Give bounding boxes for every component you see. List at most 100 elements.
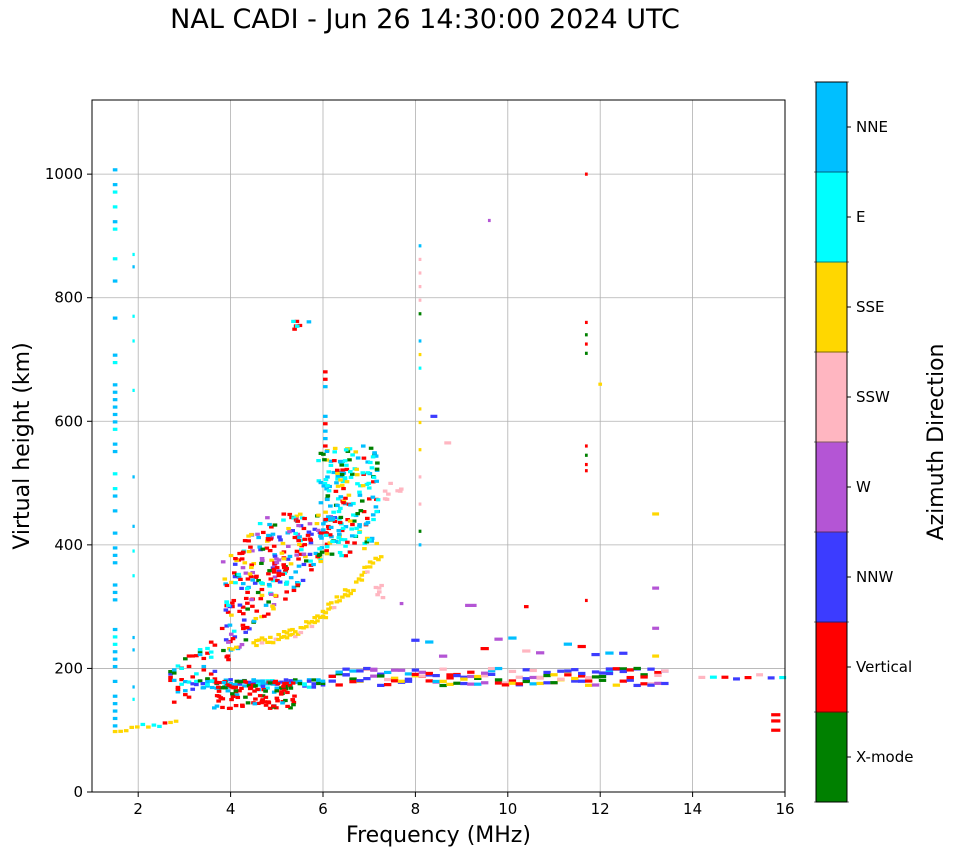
echo-pixel	[350, 453, 355, 457]
echo-pixel	[259, 561, 264, 565]
echo-pixel	[474, 676, 482, 680]
echo-pixel	[312, 616, 317, 620]
echo-pixel	[112, 227, 118, 231]
echo-pixel	[186, 695, 192, 699]
echo-pixel	[352, 541, 357, 545]
echo-pixel	[339, 528, 345, 533]
echo-pixel	[233, 581, 238, 585]
echo-pixel	[270, 641, 276, 645]
echo-pixel	[290, 632, 295, 637]
echo-pixel	[291, 319, 296, 323]
echo-pixel	[228, 553, 234, 558]
echo-pixel	[132, 265, 135, 269]
echo-pixel	[294, 324, 300, 328]
echo-pixel	[370, 495, 376, 499]
echo-pixel	[194, 682, 199, 687]
echo-pixel	[292, 678, 298, 682]
echo-pixel	[375, 461, 380, 465]
echo-pixel	[229, 697, 234, 702]
echo-pixel	[494, 637, 503, 641]
echo-pixel	[325, 497, 330, 502]
echo-pixel	[305, 533, 311, 537]
echo-pixel	[316, 479, 322, 483]
echo-pixel	[327, 541, 333, 545]
echo-pixel	[279, 635, 284, 639]
echo-pixel	[377, 674, 385, 678]
echo-pixel	[247, 686, 253, 691]
echo-pixel	[647, 683, 655, 687]
echo-pixel	[132, 388, 135, 392]
echo-pixel	[112, 709, 118, 713]
echo-pixel	[338, 478, 343, 482]
echo-pixel	[255, 687, 260, 692]
echo-pixel	[355, 456, 361, 460]
echo-pixel	[771, 713, 781, 717]
echo-pixel	[351, 513, 356, 517]
echo-pixel	[260, 681, 266, 685]
echo-pixel	[179, 682, 184, 686]
echo-pixel	[233, 556, 238, 561]
echo-pixel	[355, 482, 360, 486]
echo-pixel	[168, 672, 173, 676]
echo-pixel	[371, 480, 376, 484]
echo-pixel	[286, 544, 291, 548]
echo-pixel	[283, 684, 289, 688]
echo-pixel	[598, 678, 607, 682]
echo-pixel	[112, 531, 118, 535]
echo-pixel	[287, 512, 293, 517]
echo-pixel	[328, 525, 334, 529]
echo-pixel	[276, 558, 282, 562]
echo-pixel	[278, 692, 284, 696]
echo-pixel	[282, 681, 287, 686]
echo-pixel	[343, 554, 349, 558]
echo-pixel	[246, 680, 252, 684]
echo-pixel	[323, 517, 329, 522]
echo-pixel	[348, 503, 353, 507]
echo-pixel	[246, 549, 252, 554]
echo-pixel	[197, 679, 203, 683]
echo-pixel	[291, 516, 296, 520]
echo-pixel	[550, 673, 558, 677]
echo-pixel	[256, 701, 261, 706]
echo-pixel	[266, 582, 272, 587]
echo-pixel	[233, 703, 239, 708]
echo-pixel	[501, 683, 510, 687]
y-tick-label: 600	[54, 412, 83, 430]
echo-pixel	[268, 592, 274, 597]
echo-pixel	[324, 458, 330, 462]
echo-pixel	[390, 668, 399, 672]
echo-pixel	[232, 575, 238, 579]
echo-pixel	[343, 525, 349, 529]
echo-pixel	[253, 616, 259, 621]
echo-pixel	[432, 673, 440, 678]
echo-pixel	[357, 525, 362, 529]
echo-pixel	[252, 581, 258, 585]
echo-pixel	[112, 405, 118, 409]
x-tick-label: 12	[591, 800, 610, 818]
echo-pixel	[232, 635, 238, 639]
echo-pixel	[260, 679, 265, 683]
echo-pixel	[248, 545, 253, 549]
echo-pixel	[245, 577, 251, 581]
echo-pixel	[267, 706, 273, 710]
echo-pixel	[281, 688, 287, 692]
echo-pixel	[112, 494, 118, 498]
echo-pixel	[269, 558, 274, 562]
echo-pixel	[284, 580, 290, 584]
echo-pixel	[335, 471, 340, 475]
echo-pixel	[315, 614, 320, 618]
echo-pixel	[342, 667, 350, 671]
echo-pixel	[276, 637, 281, 642]
echo-pixel	[275, 578, 280, 583]
echo-pixel	[373, 505, 379, 509]
echo-pixel	[584, 683, 593, 687]
echo-pixel	[318, 501, 324, 505]
echo-pixel	[529, 675, 537, 680]
echo-pixel	[571, 676, 579, 681]
echo-pixel	[245, 607, 250, 611]
colorbar-segment-w	[816, 442, 847, 533]
echo-pixel	[264, 546, 270, 550]
echo-pixel	[377, 672, 385, 676]
echo-pixel	[297, 682, 303, 686]
echo-pixel	[168, 720, 173, 725]
